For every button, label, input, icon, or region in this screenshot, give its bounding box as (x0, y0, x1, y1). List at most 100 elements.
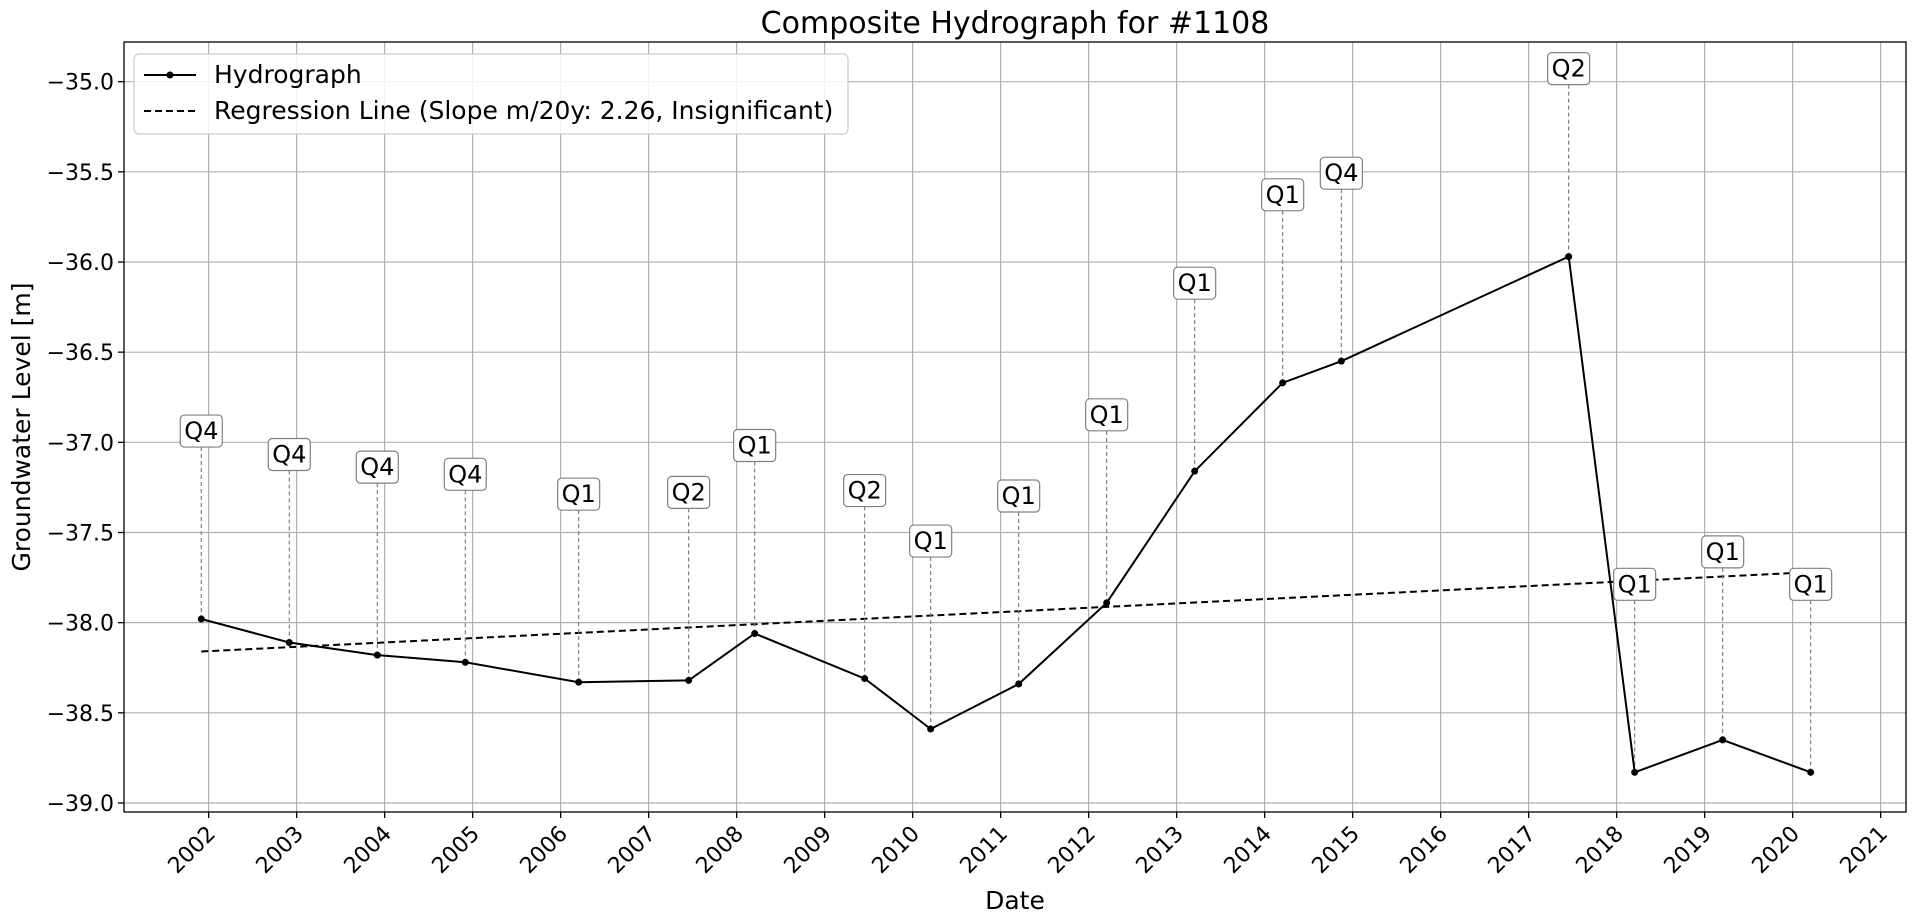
grid (124, 42, 1906, 812)
annotation-box (1701, 535, 1745, 569)
annotation-box (1613, 567, 1657, 601)
annotation-box (443, 457, 487, 491)
hydrograph-point (1807, 768, 1815, 776)
hydrograph-point (373, 651, 381, 659)
annotation-label: Q1 (914, 527, 948, 555)
x-tick-label: 2017 (1484, 822, 1541, 879)
x-tick-label: 2003 (252, 822, 309, 879)
annotation-box (557, 477, 601, 511)
regression-series (201, 571, 1811, 653)
annotation-box (1319, 156, 1363, 190)
hydrograph-point (1015, 680, 1023, 688)
annotation-label: Q1 (1266, 181, 1300, 209)
hydrograph-series (197, 253, 1815, 776)
x-tick-label: 2020 (1748, 822, 1805, 879)
y-tick-label: −38.5 (47, 702, 114, 727)
y-tick-label: −38.0 (47, 612, 114, 637)
hydrograph-point (1191, 467, 1199, 475)
x-tick-label: 2015 (1308, 822, 1365, 879)
annotation-box (1789, 567, 1833, 601)
x-tick-label: 2002 (164, 822, 221, 879)
hydrograph-point (1719, 736, 1727, 744)
annotation-box (267, 437, 311, 472)
annotation-label: Q4 (184, 417, 218, 445)
hydrograph-point (927, 725, 935, 733)
legend-hydrograph-marker (166, 71, 174, 79)
x-tick-label: 2019 (1660, 822, 1717, 879)
annotation-label: Q1 (1090, 401, 1124, 429)
hydrograph-point (1565, 253, 1573, 261)
x-tick-label: 2004 (340, 822, 397, 879)
annotation-label: Q1 (1002, 482, 1036, 510)
annotation-box (1173, 266, 1217, 300)
x-tick-label: 2012 (1044, 822, 1101, 879)
hydrograph-line (201, 255, 1812, 774)
hydrograph-point (197, 615, 205, 623)
annotation-box (1085, 398, 1129, 432)
x-tick-label: 2018 (1572, 822, 1629, 879)
annotation-label: Q1 (1178, 269, 1212, 297)
x-tick-label: 2010 (868, 822, 925, 879)
x-axis-title: Date (985, 886, 1045, 915)
x-tick-label: 2011 (956, 822, 1013, 879)
y-tick-label: −37.0 (47, 431, 114, 456)
annotation-label: Q2 (1552, 55, 1586, 83)
x-tick-label: 2009 (780, 822, 837, 879)
y-tick-label: −39.0 (47, 792, 114, 817)
x-tick-label: 2016 (1396, 822, 1453, 879)
annotation-label: Q1 (1618, 570, 1652, 598)
annotation-label: Q1 (738, 431, 772, 459)
annotation-box (843, 473, 887, 508)
quarter-annotations: Q4 Q4 Q4 Q4 Q1 Q2 Q1 Q2 Q1 Q1 Q1 Q1 Q1 Q4 Q2 Q1 Q1 Q1 (179, 51, 1833, 773)
legend: Hydrograph Regression Line (Slope m/20y:… (133, 53, 849, 135)
annotation-box (179, 414, 223, 448)
annotation-label: Q1 (1706, 538, 1740, 566)
x-axis-ticks: 2002 2003 2004 2005 2006 2007 2008 2009 2010 2011… (164, 812, 1893, 879)
annotation-label: Q4 (448, 460, 482, 488)
y-tick-label: −36.5 (47, 341, 114, 366)
plot-frame (123, 41, 1907, 813)
annotation-label: Q1 (1794, 570, 1828, 598)
annotation-box (997, 479, 1041, 513)
hydrograph-point (1631, 768, 1639, 776)
hydrograph-point (1103, 599, 1111, 607)
annotation-box (355, 450, 399, 484)
annotation-box (667, 475, 711, 509)
hydrograph-point (461, 658, 469, 666)
hydrograph-point (285, 638, 293, 646)
annotation-label: Q1 (562, 480, 596, 508)
y-tick-label: −35.0 (47, 71, 114, 96)
y-tick-label: −35.5 (47, 161, 114, 186)
y-tick-label: −37.5 (47, 521, 114, 546)
y-axis-ticks: −35.0 −35.5 −36.0 −36.5 −37.0 −37.5 −38.0 −38.5… (47, 71, 124, 817)
annotation-label: Q4 (272, 440, 306, 468)
x-tick-label: 2006 (516, 822, 573, 879)
hydrograph-point (1279, 379, 1287, 387)
x-tick-label: 2013 (1132, 822, 1189, 879)
hydrograph-point (751, 629, 759, 637)
legend-box (133, 53, 849, 135)
regression-line (201, 571, 1811, 653)
annotation-box (1547, 51, 1591, 86)
hydrograph-point (1337, 357, 1345, 365)
hydrograph-point (861, 675, 869, 683)
annotation-box (733, 428, 777, 463)
annotation-label: Q4 (360, 453, 394, 481)
x-tick-label: 2021 (1836, 822, 1893, 879)
x-tick-label: 2007 (604, 822, 661, 879)
x-tick-label: 2008 (692, 822, 749, 879)
chart-title: Composite Hydrograph for #1108 (761, 6, 1270, 41)
annotation-label: Q2 (848, 477, 882, 505)
y-axis-title: Groundwater Level [m] (7, 283, 36, 572)
annotation-box (909, 524, 953, 558)
y-tick-label: −36.0 (47, 251, 114, 276)
hydrograph-point (575, 678, 583, 686)
legend-hydrograph-label: Hydrograph (214, 60, 362, 89)
legend-regression-label: Regression Line (Slope m/20y: 2.26, Insi… (214, 96, 833, 125)
annotation-box (1261, 178, 1305, 212)
x-tick-label: 2014 (1220, 822, 1277, 879)
x-tick-label: 2005 (428, 822, 485, 879)
annotation-label: Q4 (1324, 159, 1358, 187)
annotation-label: Q2 (672, 478, 706, 506)
